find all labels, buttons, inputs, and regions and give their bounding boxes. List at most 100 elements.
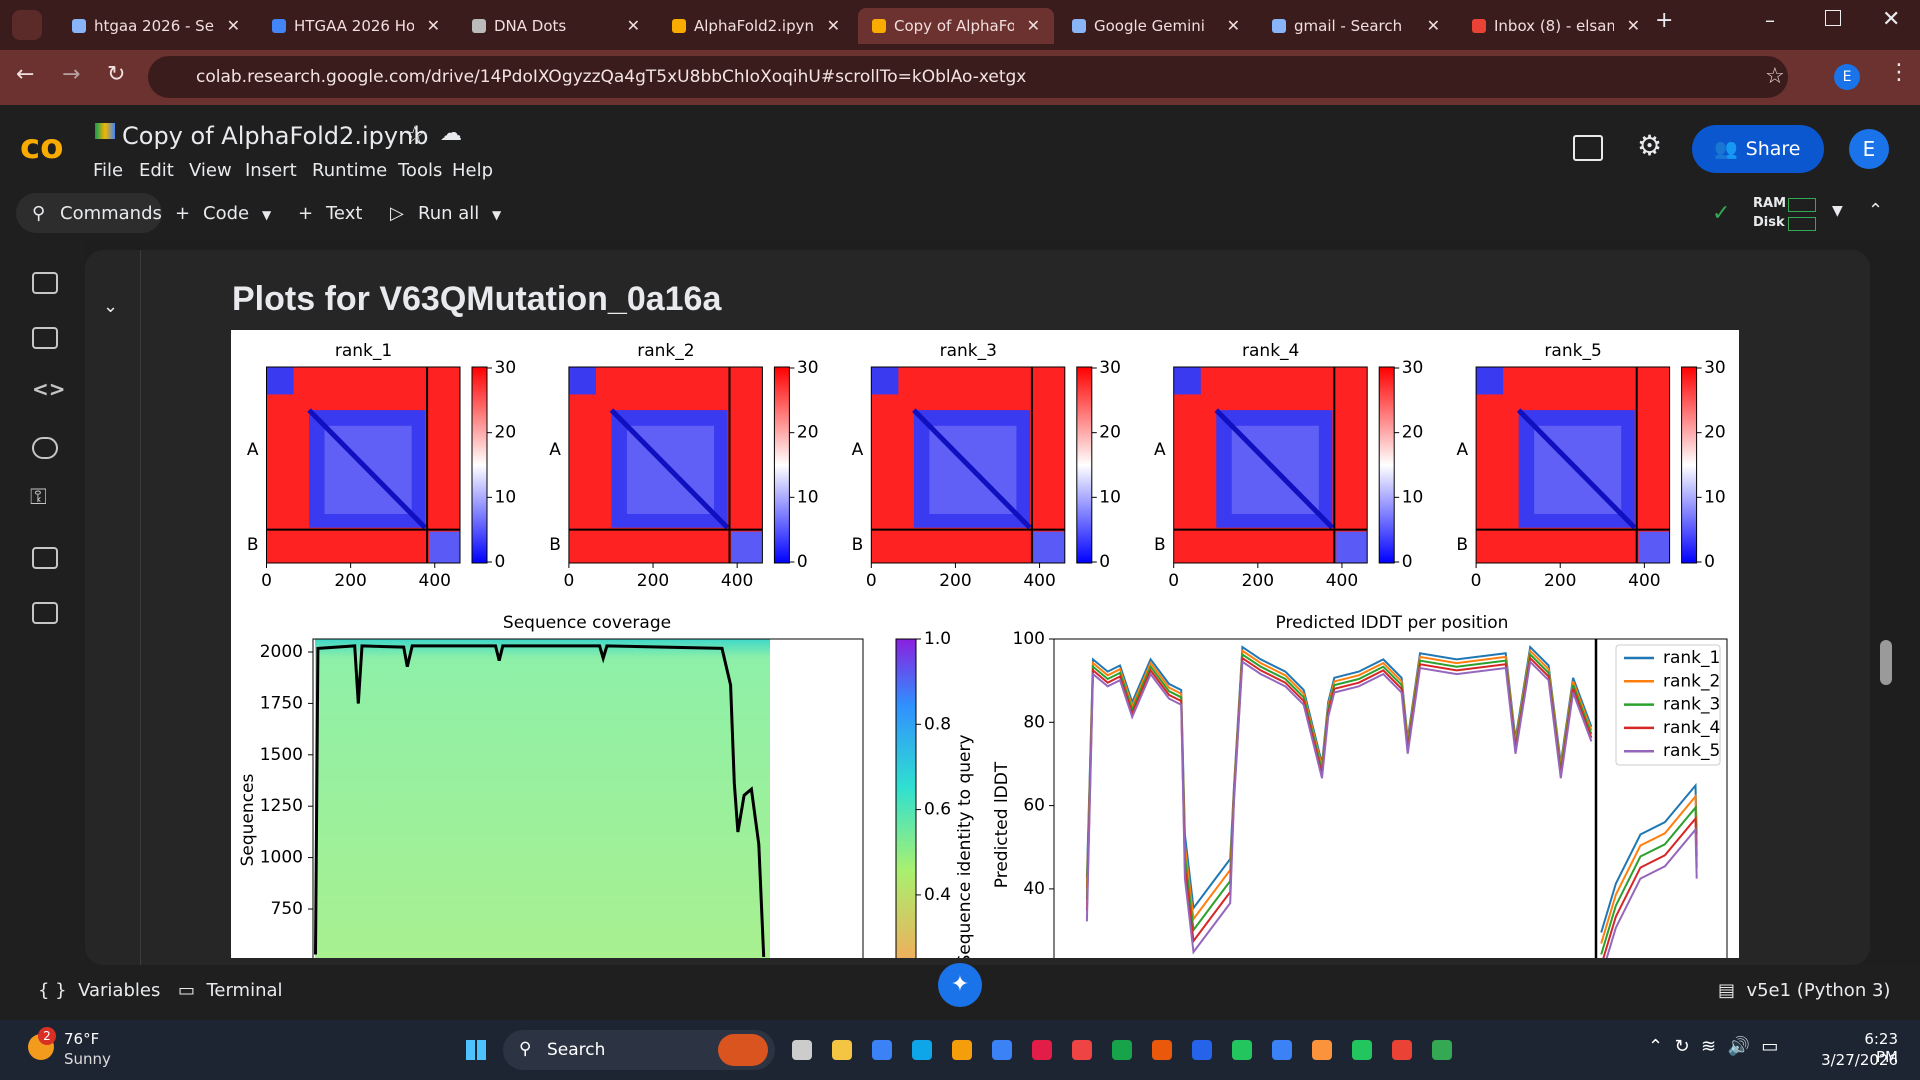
- minimize[interactable]: –: [1765, 8, 1775, 32]
- menu-item[interactable]: Help: [452, 160, 494, 181]
- tab[interactable]: htgaa 2026 - Sea ✕: [58, 8, 254, 44]
- plddt-plot: Predicted lDDT per position 100 80 60 40 Pred…: [992, 613, 1728, 958]
- taskbar-app[interactable]: [1312, 1040, 1332, 1060]
- variables-icon[interactable]: [32, 437, 58, 459]
- scrollbar[interactable]: [1880, 640, 1892, 685]
- toolbar-icon: ⚲: [32, 203, 46, 224]
- toolbar-item[interactable]: Run all: [418, 203, 480, 224]
- chain-label: B: [852, 535, 864, 555]
- taskbar-app[interactable]: [992, 1040, 1012, 1060]
- tab-close[interactable]: ✕: [826, 16, 840, 35]
- taskbar-app[interactable]: [912, 1040, 932, 1060]
- x-tick-label: 200: [1242, 571, 1274, 591]
- taskbar-app[interactable]: [1112, 1040, 1132, 1060]
- toc-icon[interactable]: [32, 272, 58, 294]
- taskbar-app[interactable]: [1432, 1040, 1452, 1060]
- bookmark[interactable]: ☆: [1765, 64, 1785, 89]
- menu-item[interactable]: Tools: [398, 160, 443, 181]
- terminal-button[interactable]: ▭ Terminal: [178, 980, 283, 1001]
- resources-dropdown[interactable]: ▼: [1832, 203, 1843, 219]
- files-icon[interactable]: [32, 547, 58, 569]
- avatar[interactable]: E: [1849, 129, 1889, 169]
- y-tick-label: 1750: [260, 693, 303, 713]
- variables-button[interactable]: { } Variables: [38, 980, 161, 1001]
- tab-close[interactable]: ✕: [1426, 16, 1440, 35]
- heatmap-diagonal: [307, 408, 427, 530]
- find-icon[interactable]: [32, 327, 58, 349]
- new-tab[interactable]: +: [1655, 8, 1674, 33]
- taskbar-search[interactable]: ⚲ Search: [503, 1030, 775, 1070]
- tab[interactable]: Copy of AlphaFo ✕: [858, 8, 1054, 44]
- collapse[interactable]: ⌃: [1868, 200, 1884, 221]
- tab[interactable]: HTGAA 2026 Ho ✕: [258, 8, 454, 44]
- settings[interactable]: ⚙: [1637, 129, 1663, 162]
- taskbar-app[interactable]: [1152, 1040, 1172, 1060]
- taskbar-app[interactable]: [952, 1040, 972, 1060]
- tab-title: htgaa 2026 - Sea: [94, 17, 214, 35]
- profile[interactable]: E: [1834, 64, 1860, 90]
- tab[interactable]: Google Gemini ✕: [1058, 8, 1254, 44]
- taskbar-app[interactable]: [1192, 1040, 1212, 1060]
- restore[interactable]: [1825, 10, 1841, 26]
- data-table-icon[interactable]: [32, 602, 58, 624]
- start-button[interactable]: [466, 1040, 486, 1060]
- tab-close[interactable]: ✕: [1626, 16, 1640, 35]
- tab-close[interactable]: ✕: [426, 16, 440, 35]
- star[interactable]: ☆: [404, 121, 426, 149]
- comments[interactable]: [1573, 135, 1603, 161]
- taskbar: 2 76°F Sunny ⚲ Search ⌃ ↻ ≋ 🔊 ▭ 6:23 PM …: [0, 1020, 1920, 1080]
- colorbar-tick-label: 20: [1402, 423, 1424, 443]
- code-snippets-icon[interactable]: <>: [32, 377, 66, 401]
- toolbar-dropdown[interactable]: ▼: [492, 208, 502, 222]
- close-window[interactable]: ✕: [1882, 7, 1901, 32]
- toolbar-item[interactable]: Text: [326, 203, 363, 224]
- url-box[interactable]: colab.research.google.com/drive/14PdoIXO…: [148, 56, 1788, 98]
- plddt-lines: [1085, 645, 1698, 958]
- tray[interactable]: ⌃ ↻ ≋ 🔊 ▭: [1648, 1036, 1779, 1057]
- commands-pill[interactable]: [16, 193, 162, 233]
- colorbar-tick-label: 30: [797, 358, 819, 378]
- tab[interactable]: gmail - Search ✕: [1258, 8, 1454, 44]
- tab[interactable]: AlphaFold2.ipynb ✕: [658, 8, 854, 44]
- menu-item[interactable]: Edit: [139, 160, 174, 181]
- toolbar-item[interactable]: Code: [203, 203, 250, 224]
- toolbar-item[interactable]: Commands: [60, 203, 162, 224]
- tab-close[interactable]: ✕: [1226, 16, 1240, 35]
- gemini-button[interactable]: ✦: [938, 963, 982, 1007]
- colorbar-tick-label: 30: [495, 358, 517, 378]
- taskbar-app[interactable]: [1272, 1040, 1292, 1060]
- chain-label: B: [247, 535, 259, 555]
- tab-close[interactable]: ✕: [226, 16, 240, 35]
- share-button[interactable]: 👥 Share: [1692, 125, 1824, 173]
- runtime-status[interactable]: ▤ v5e1 (Python 3): [1718, 980, 1891, 1001]
- taskbar-app[interactable]: [1392, 1040, 1412, 1060]
- tab-search-button[interactable]: [12, 10, 42, 40]
- taskbar-app[interactable]: [1032, 1040, 1052, 1060]
- toolbar-dropdown[interactable]: ▼: [262, 208, 272, 222]
- menu-item[interactable]: View: [189, 160, 232, 181]
- tab[interactable]: DNA Dots ✕: [458, 8, 654, 44]
- taskbar-app[interactable]: [832, 1040, 852, 1060]
- taskbar-app[interactable]: [1232, 1040, 1252, 1060]
- collapse-output[interactable]: ⌄: [103, 296, 119, 317]
- tab-close[interactable]: ✕: [1026, 16, 1040, 35]
- reload[interactable]: ↻: [107, 62, 126, 87]
- forward[interactable]: →: [62, 62, 81, 87]
- taskbar-app[interactable]: [792, 1040, 812, 1060]
- secrets-icon[interactable]: ⚿: [30, 485, 47, 510]
- tab-close[interactable]: ✕: [626, 16, 640, 35]
- share-icon: 👥: [1714, 138, 1738, 160]
- menu-item[interactable]: File: [93, 160, 124, 181]
- taskbar-app[interactable]: [872, 1040, 892, 1060]
- browser-menu[interactable]: ⋮: [1888, 60, 1910, 85]
- tab[interactable]: Inbox (8) - elsam ✕: [1458, 8, 1654, 44]
- taskbar-app[interactable]: [1352, 1040, 1372, 1060]
- menu-item[interactable]: Insert: [245, 160, 297, 181]
- notebook-title[interactable]: Copy of AlphaFold2.ipynb: [122, 122, 429, 150]
- menu-item[interactable]: Runtime: [312, 160, 388, 181]
- taskbar-app[interactable]: [1072, 1040, 1092, 1060]
- back[interactable]: ←: [16, 62, 35, 87]
- colab-logo[interactable]: co: [20, 127, 64, 167]
